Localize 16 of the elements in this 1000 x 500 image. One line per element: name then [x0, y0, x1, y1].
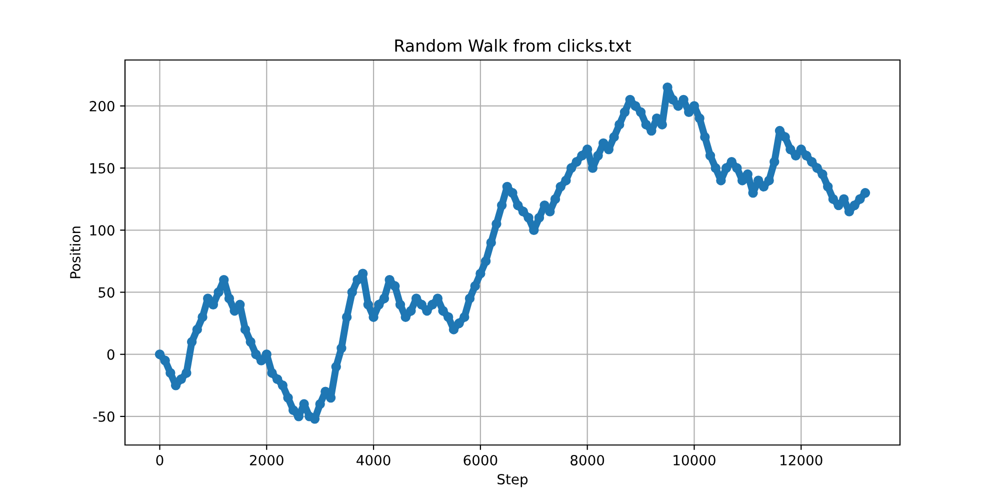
x-tick-label: 10000	[674, 454, 716, 466]
y-axis-title: Position	[70, 226, 81, 278]
x-tick-label: 0	[156, 454, 164, 466]
y-tick-label: 150	[90, 163, 114, 174]
y-tick-label: 100	[90, 225, 114, 236]
x-tick-label: 8000	[570, 454, 604, 466]
x-tick-label: 12000	[780, 454, 822, 466]
x-tick-label: 6000	[464, 454, 498, 466]
x-tick-label: 2000	[250, 454, 284, 466]
y-tick-label: 200	[90, 100, 114, 112]
y-tick-label: 50	[98, 287, 114, 298]
y-tick-label: 0	[107, 349, 114, 360]
x-tick-label: 4000	[356, 454, 390, 466]
chart-title: Random Walk from clicks.txt	[395, 39, 631, 52]
y-tick-label: -50	[93, 411, 114, 422]
x-axis-title: Step	[498, 474, 528, 488]
